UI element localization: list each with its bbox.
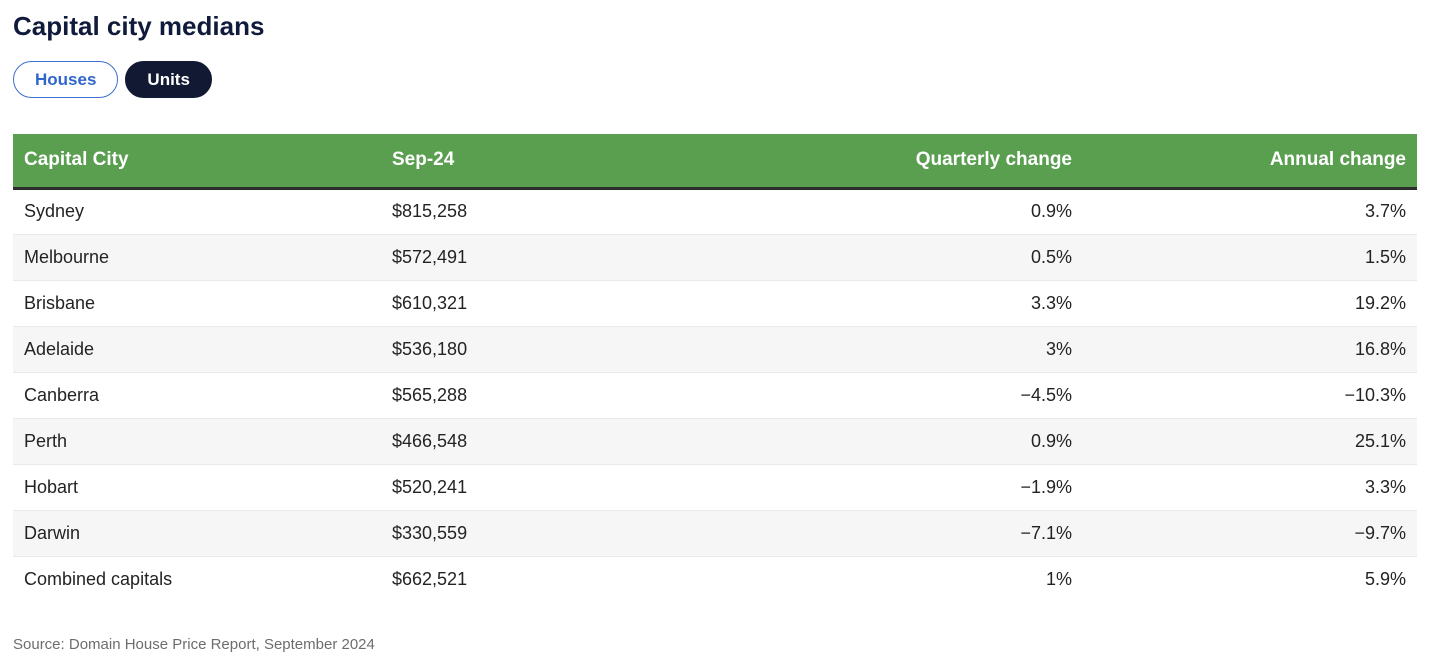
cell-annual-change: 25.1% — [1072, 418, 1417, 465]
cell-city: Canberra — [13, 372, 392, 419]
table-row: Melbourne $572,491 0.5% 1.5% — [13, 234, 1417, 281]
table-row: Darwin $330,559 −7.1% −9.7% — [13, 510, 1417, 557]
table-row: Combined capitals $662,521 1% 5.9% — [13, 556, 1417, 602]
cell-city: Brisbane — [13, 280, 392, 327]
table-row: Canberra $565,288 −4.5% −10.3% — [13, 372, 1417, 419]
cell-median-price: $565,288 — [392, 372, 732, 419]
cell-quarterly-change: 3.3% — [732, 280, 1072, 327]
table-row: Perth $466,548 0.9% 25.1% — [13, 418, 1417, 465]
table-body: Sydney $815,258 0.9% 3.7% Melbourne $572… — [13, 188, 1417, 602]
column-header-sep-24: Sep-24 — [392, 134, 732, 190]
cell-median-price: $815,258 — [392, 188, 732, 235]
cell-city: Adelaide — [13, 326, 392, 373]
cell-quarterly-change: 0.5% — [732, 234, 1072, 281]
capital-city-medians-table: Capital City Sep-24 Quarterly change Ann… — [13, 134, 1417, 602]
cell-annual-change: 5.9% — [1072, 556, 1417, 602]
cell-quarterly-change: −1.9% — [732, 464, 1072, 511]
table-header-row: Capital City Sep-24 Quarterly change Ann… — [13, 134, 1417, 190]
cell-median-price: $520,241 — [392, 464, 732, 511]
cell-quarterly-change: −7.1% — [732, 510, 1072, 557]
cell-annual-change: 16.8% — [1072, 326, 1417, 373]
cell-median-price: $572,491 — [392, 234, 732, 281]
table-row: Brisbane $610,321 3.3% 19.2% — [13, 280, 1417, 327]
table-row: Hobart $520,241 −1.9% 3.3% — [13, 464, 1417, 511]
cell-median-price: $536,180 — [392, 326, 732, 373]
cell-city: Sydney — [13, 188, 392, 235]
cell-annual-change: −9.7% — [1072, 510, 1417, 557]
cell-median-price: $466,548 — [392, 418, 732, 465]
cell-annual-change: −10.3% — [1072, 372, 1417, 419]
cell-city: Combined capitals — [13, 556, 392, 602]
column-header-quarterly-change: Quarterly change — [732, 134, 1072, 190]
cell-annual-change: 3.3% — [1072, 464, 1417, 511]
column-header-capital-city: Capital City — [13, 134, 392, 190]
cell-city: Melbourne — [13, 234, 392, 281]
property-type-toggle: Houses Units — [13, 61, 1417, 98]
cell-median-price: $610,321 — [392, 280, 732, 327]
cell-annual-change: 19.2% — [1072, 280, 1417, 327]
column-header-annual-change: Annual change — [1072, 134, 1417, 190]
cell-quarterly-change: 0.9% — [732, 418, 1072, 465]
page-title: Capital city medians — [13, 11, 265, 41]
cell-median-price: $330,559 — [392, 510, 732, 557]
cell-median-price: $662,521 — [392, 556, 732, 602]
toggle-houses-button[interactable]: Houses — [13, 61, 119, 98]
cell-quarterly-change: −4.5% — [732, 372, 1072, 419]
table-row: Adelaide $536,180 3% 16.8% — [13, 326, 1417, 373]
cell-annual-change: 3.7% — [1072, 188, 1417, 235]
cell-quarterly-change: 3% — [732, 326, 1072, 373]
cell-quarterly-change: 1% — [732, 556, 1072, 602]
cell-city: Darwin — [13, 510, 392, 557]
cell-annual-change: 1.5% — [1072, 234, 1417, 281]
cell-city: Hobart — [13, 464, 392, 511]
table-row: Sydney $815,258 0.9% 3.7% — [13, 188, 1417, 235]
cell-city: Perth — [13, 418, 392, 465]
toggle-units-button[interactable]: Units — [125, 61, 212, 98]
source-note: Source: Domain House Price Report, Septe… — [13, 636, 375, 653]
table-header: Capital City Sep-24 Quarterly change Ann… — [13, 134, 1417, 190]
cell-quarterly-change: 0.9% — [732, 188, 1072, 235]
